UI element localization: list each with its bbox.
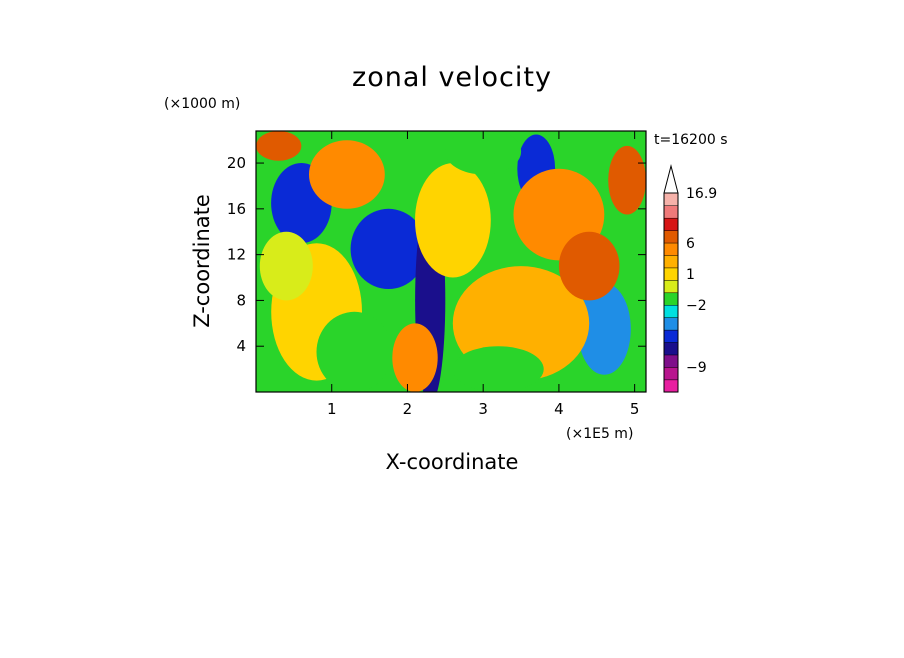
colorbar: 16.9 6 1 −2 −9 <box>663 164 717 393</box>
x-scale-label: (×1E5 m) <box>566 426 633 442</box>
x-tick-label: 4 <box>554 400 564 418</box>
field-region-1 <box>350 208 427 289</box>
field-region-4 <box>577 283 631 375</box>
colorbar-tick-label: 16.9 <box>686 186 717 202</box>
y-tick-labels: 4 8 12 16 20 <box>227 154 246 355</box>
colorbar-tick-label: 6 <box>686 236 695 252</box>
colorbar-level-11 <box>663 242 679 256</box>
y-axis-label: Z-coordinate <box>190 194 214 328</box>
colorbar-level-5 <box>663 317 679 331</box>
colorbar-level-2 <box>663 354 679 368</box>
plot-ticks <box>256 131 646 392</box>
y-tick-label: 20 <box>227 154 246 172</box>
colorbar-level-3 <box>663 342 679 356</box>
field-region-12 <box>256 131 302 161</box>
colorbar-level-15 <box>663 192 679 206</box>
y-tick-label: 16 <box>227 200 246 218</box>
x-tick-label: 2 <box>403 400 413 418</box>
colorbar-level-10 <box>663 254 679 269</box>
colorbar-level-13 <box>663 217 679 231</box>
plot-area <box>255 130 647 393</box>
colorbar-level-7 <box>663 292 679 306</box>
colorbar-level-6 <box>663 304 679 318</box>
field-region-13 <box>392 323 438 392</box>
x-tick-label: 1 <box>327 400 337 418</box>
y-scale-label: (×1000 m) <box>164 96 240 112</box>
colorbar-overflow-arrow <box>663 164 679 194</box>
field-region-14 <box>558 231 620 301</box>
colorbar-frame <box>663 192 679 393</box>
colorbar-tick-label: −2 <box>686 298 707 314</box>
colorbar-levels <box>663 192 679 393</box>
x-axis-label: X-coordinate <box>386 450 519 474</box>
x-tick-label: 3 <box>478 400 488 418</box>
colorbar-level-4 <box>663 329 679 343</box>
colorbar-tick-label: 1 <box>686 267 695 283</box>
field-region-5 <box>415 163 491 278</box>
colorbar-level-1 <box>663 366 679 381</box>
field-region-17 <box>445 131 522 175</box>
colorbar-level-8 <box>663 279 679 294</box>
colorbar-tick-label: −9 <box>686 360 707 376</box>
field-region-9 <box>309 140 385 209</box>
time-label: t=16200 s <box>654 132 728 148</box>
plot-frame <box>255 130 647 393</box>
colorbar-level-14 <box>663 205 679 219</box>
colorbar-tick-labels: 16.9 6 1 −2 −9 <box>686 186 717 376</box>
colorbar-level-9 <box>663 267 679 281</box>
velocity-field <box>256 131 646 392</box>
colorbar-level-12 <box>663 230 679 244</box>
x-tick-label: 5 <box>630 400 640 418</box>
chart-title: zonal velocity <box>352 62 552 93</box>
y-tick-label: 4 <box>236 337 246 355</box>
field-region-10 <box>608 145 646 215</box>
colorbar-level-0 <box>663 379 679 393</box>
field-region-11 <box>452 346 544 392</box>
field-region-16 <box>316 311 393 392</box>
field-region-15 <box>259 231 313 301</box>
y-tick-label: 8 <box>236 291 246 309</box>
y-tick-label: 12 <box>227 246 246 264</box>
x-tick-labels: 1 2 3 4 5 <box>327 400 639 418</box>
